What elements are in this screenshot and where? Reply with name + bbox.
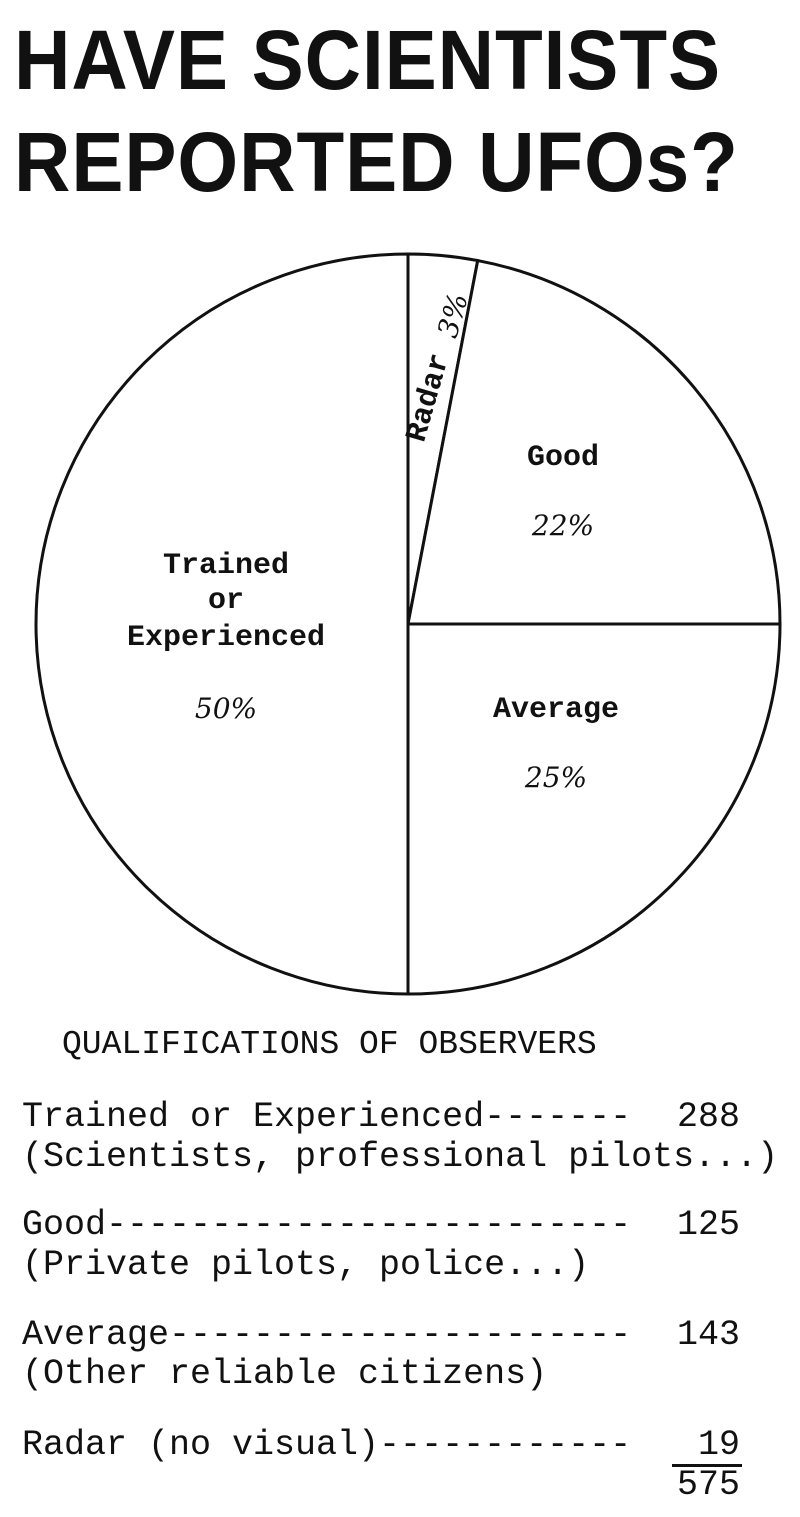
title-line-1: HAVE SCIENTISTS xyxy=(14,13,722,107)
slice-label-trained-2: or xyxy=(208,584,244,618)
legend-count-trained: 288 xyxy=(676,1097,740,1137)
legend-note-average: (Other reliable citizens) xyxy=(22,1354,548,1394)
slice-pct-average: 25% xyxy=(524,761,587,794)
legend-count-average: 143 xyxy=(676,1315,740,1355)
legend-count-good: 125 xyxy=(676,1205,740,1245)
legend-heading: QUALIFICATIONS OF OBSERVERS xyxy=(62,1026,597,1063)
slice-label-trained-1: Trained xyxy=(163,549,289,583)
slice-pct-good: 22% xyxy=(531,509,594,542)
pie-slice-good xyxy=(406,258,782,626)
slice-pct-trained: 50% xyxy=(195,692,257,725)
legend-item-trained: Trained or Experienced------- xyxy=(22,1097,632,1137)
title-line-2: REPORTED UFOs? xyxy=(14,115,739,209)
legend-item-average: Average---------------------- xyxy=(22,1315,632,1355)
legend-item-good: Good------------------------- xyxy=(22,1205,632,1245)
legend-note-good: (Private pilots, police...) xyxy=(22,1245,590,1285)
total-rule xyxy=(672,1464,742,1467)
slice-label-average: Average xyxy=(493,693,619,727)
pie-slice-average xyxy=(406,622,782,996)
pie-slice-trained-or-experienced xyxy=(34,252,410,996)
slice-label-good: Good xyxy=(527,441,599,475)
slice-label-trained-3: Experienced xyxy=(127,621,325,655)
legend-total: 575 xyxy=(676,1465,740,1505)
legend-note-trained: (Scientists, professional pilots...) xyxy=(22,1137,779,1177)
legend-item-radar: Radar (no visual)------------ xyxy=(22,1425,632,1465)
legend-count-radar: 19 xyxy=(697,1425,740,1465)
